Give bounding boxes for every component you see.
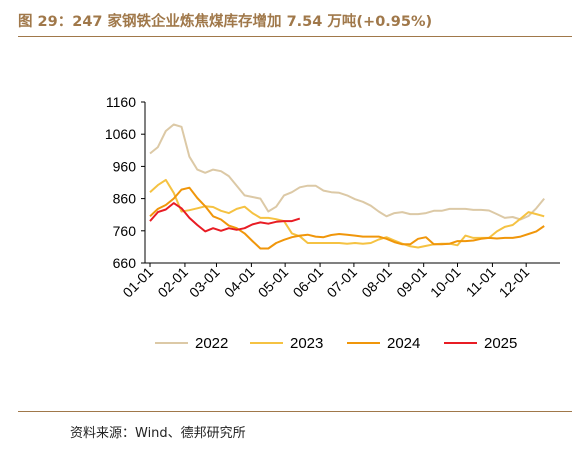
legend-label-2023: 2023 xyxy=(290,335,323,352)
x-tick-label: 04-01 xyxy=(221,264,258,301)
x-tick-label: 03-01 xyxy=(186,264,223,301)
x-tick-label: 12-01 xyxy=(496,264,533,301)
x-tick-label: 05-01 xyxy=(255,264,292,301)
legend-label-2025: 2025 xyxy=(484,335,517,352)
y-tick-label: 960 xyxy=(113,158,137,174)
series-line-2022 xyxy=(149,123,545,221)
x-tick-label: 02-01 xyxy=(154,264,191,301)
x-tick-label: 06-01 xyxy=(290,264,327,301)
y-tick-label: 1060 xyxy=(105,126,136,142)
title-rule xyxy=(18,36,572,37)
y-tick-label: 1160 xyxy=(106,94,136,110)
chart-series xyxy=(149,123,545,250)
source-note: 资料来源：Wind、德邦研究所 xyxy=(70,426,246,441)
y-tick-label: 660 xyxy=(113,255,137,271)
legend-label-2024: 2024 xyxy=(387,335,420,352)
legend-label-2022: 2022 xyxy=(195,335,228,352)
y-tick-label: 760 xyxy=(113,223,137,239)
x-tick-label: 11-01 xyxy=(463,264,499,300)
x-tick-label: 07-01 xyxy=(323,264,360,301)
source-rule xyxy=(18,411,572,412)
x-tick-label: 10-01 xyxy=(427,264,464,301)
y-tick-label: 860 xyxy=(113,191,137,207)
x-tick-label: 09-01 xyxy=(393,264,430,301)
series-line-2023 xyxy=(149,178,545,249)
series-line-2024 xyxy=(149,186,545,250)
x-tick-label: 08-01 xyxy=(358,264,395,301)
line-chart: 6607608609601060116001-0102-0103-0104-01… xyxy=(105,94,560,352)
series-line-2025 xyxy=(149,202,301,233)
chart-legend: 2022 2023 2024 2025 xyxy=(155,335,517,352)
figure-title: 图 29：247 家钢铁企业炼焦煤库存增加 7.54 万吨(+0.95%) xyxy=(18,14,433,30)
